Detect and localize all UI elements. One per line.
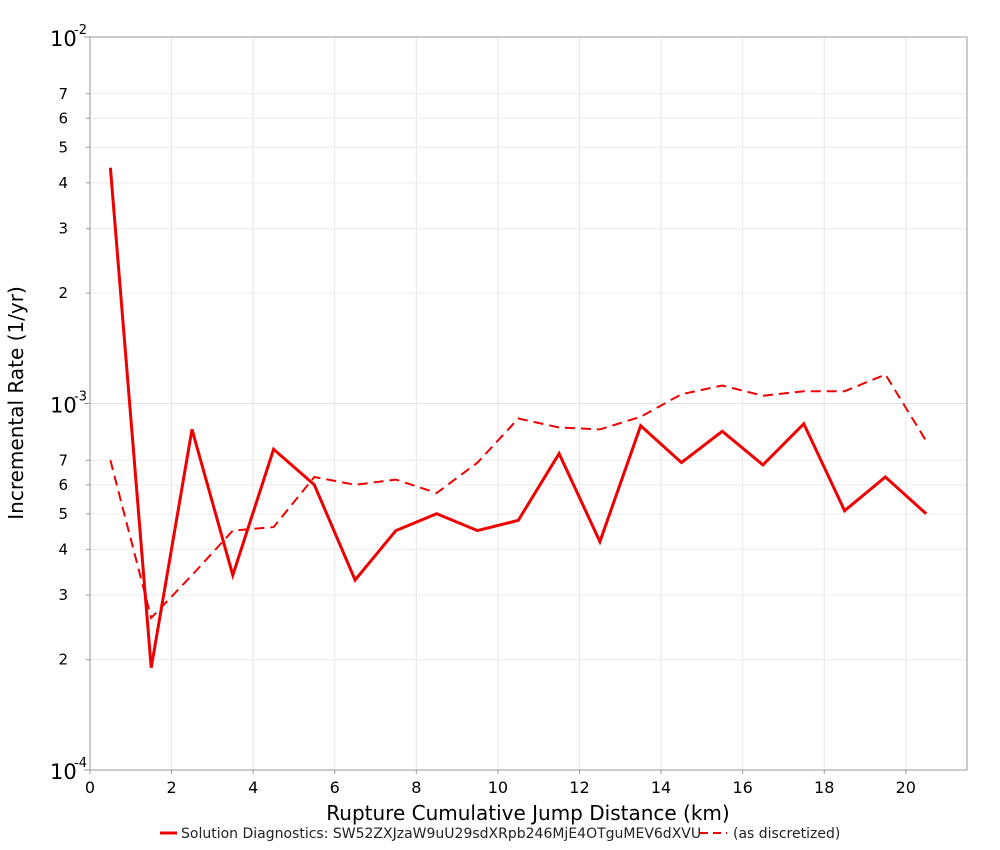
y-tick-label-exponent: -2: [74, 23, 87, 38]
x-tick-label: 6: [330, 778, 340, 797]
y-tick-label: 6: [58, 476, 68, 494]
y-tick-label: 7: [58, 85, 68, 103]
y-axis-title: Incremental Rate (1/yr): [4, 286, 28, 519]
y-tick-label-exponent: -4: [74, 756, 87, 771]
y-tick-label: 7: [58, 451, 68, 469]
x-tick-label: 20: [896, 778, 916, 797]
y-tick-label: 5: [58, 138, 68, 156]
y-tick-label: 2: [58, 284, 68, 302]
legend-label-solution: Solution Diagnostics: SW52ZXJzaW9uU29sdX…: [181, 826, 701, 842]
y-tick-label-exponent: -3: [74, 390, 87, 405]
y-tick-label: 6: [58, 109, 68, 127]
x-tick-label: 4: [248, 778, 258, 797]
y-tick-label: 5: [58, 505, 68, 523]
y-tick-label: 2: [58, 651, 68, 669]
x-tick-label: 2: [166, 778, 176, 797]
x-tick-label: 8: [411, 778, 421, 797]
y-tick-label: 3: [58, 220, 68, 238]
y-tick-label-major: 10: [50, 394, 77, 418]
legend: Solution Diagnostics: SW52ZXJzaW9uU29sdX…: [160, 826, 840, 842]
series-layer: [108, 167, 928, 669]
x-tick-label: 16: [732, 778, 752, 797]
y-tick-label: 4: [58, 540, 68, 558]
x-tick-label: 14: [651, 778, 671, 797]
x-axis-title: Rupture Cumulative Jump Distance (km): [326, 801, 729, 825]
x-tick-label: 0: [85, 778, 95, 797]
legend-label-discretized: (as discretized): [733, 826, 840, 842]
x-tick-label: 10: [488, 778, 508, 797]
y-tick-label-major: 10: [50, 27, 77, 51]
x-tick-label: 18: [814, 778, 834, 797]
series-line-solution: [108, 167, 928, 669]
y-tick-label-major: 10: [50, 760, 77, 784]
grid: [89, 36, 967, 771]
x-axis: 0 2 4 6 8 10 12 14 16 18 20: [85, 770, 916, 797]
y-tick-label: 3: [58, 586, 68, 604]
series-line-discretized: [109, 373, 928, 620]
x-tick-label: 12: [569, 778, 589, 797]
y-tick-label: 4: [58, 174, 68, 192]
